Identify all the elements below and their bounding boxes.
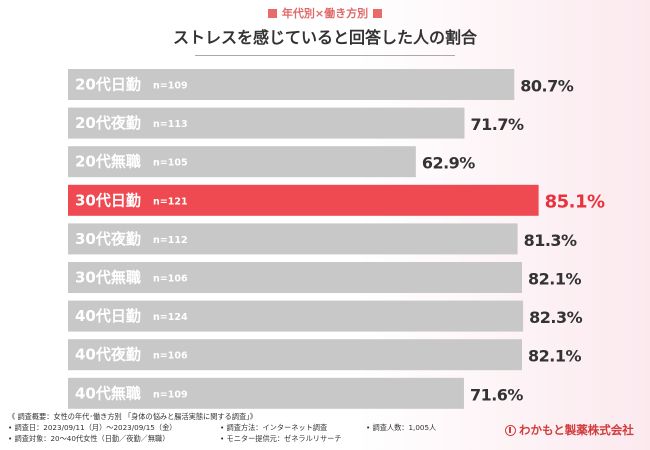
value-label: 71.6%	[470, 385, 523, 404]
square-bullet-icon	[267, 9, 277, 18]
bar	[68, 300, 524, 332]
sample-size-label: n=121	[153, 196, 188, 207]
bar-chart: 20代日勤 n=109 80.7% 20代夜勤 n=113 71.7% 20代無職 n=105…	[68, 69, 606, 409]
company-logo: わかもと製薬株式会社	[505, 422, 634, 438]
survey-date: • 調査日：2023/09/11（月）～2023/09/15（金）	[8, 423, 177, 432]
sample-size-label: n=113	[153, 119, 188, 130]
bar	[68, 223, 518, 255]
monitor-provider: • モニター提供元：ゼネラルリサーチ	[220, 434, 342, 443]
bar	[68, 184, 539, 216]
value-label: 82.1%	[528, 347, 581, 366]
category-label: 20代夜勤	[75, 114, 141, 132]
category-label: 30代無職	[75, 269, 141, 287]
value-label: 80.7%	[520, 77, 573, 96]
sample-size-label: n=106	[153, 351, 188, 362]
survey-outline: 《 調査概要：女性の年代･働き方別 「身体の悩みと腸活実態に関する調査」》	[8, 412, 257, 421]
bar	[68, 377, 464, 409]
value-label: 82.1%	[528, 270, 581, 289]
category-label: 30代夜勤	[75, 230, 141, 248]
survey-count: • 調査人数：1,005人	[366, 423, 437, 432]
wakamoto-logo-icon	[505, 425, 516, 436]
sample-size-label: n=124	[153, 312, 188, 323]
bar	[68, 69, 515, 100]
survey-target: • 調査対象：20～40代女性（日勤／夜勤／無職）	[8, 434, 170, 443]
survey-method: • 調査方法：インターネット調査	[220, 423, 328, 432]
value-label: 81.3%	[524, 231, 577, 250]
chart-title: ストレスを感じていると回答した人の割合	[172, 28, 477, 47]
square-bullet-icon	[373, 9, 383, 18]
bar	[68, 146, 416, 178]
category-label: 40代夜勤	[75, 346, 141, 364]
title-underline	[195, 55, 455, 56]
bar	[68, 107, 465, 139]
value-label: 71.7%	[471, 115, 524, 134]
sample-size-label: n=112	[153, 235, 188, 246]
category-label: 40代日勤	[75, 307, 141, 325]
sample-size-label: n=106	[153, 274, 188, 285]
sample-size-label: n=105	[153, 158, 188, 169]
value-label: 85.1%	[545, 191, 605, 212]
sample-size-label: n=109	[153, 81, 188, 92]
category-label: 20代無職	[75, 153, 141, 171]
sample-size-label: n=109	[153, 389, 188, 400]
value-label: 62.9%	[422, 154, 475, 173]
category-label: 30代日勤	[75, 191, 141, 209]
bar	[68, 339, 523, 371]
category-label: 40代無職	[75, 384, 141, 402]
bar	[68, 262, 523, 293]
value-label: 82.3%	[529, 308, 582, 327]
chart-subtitle: 年代別×働き方別	[0, 6, 650, 22]
chart-header: 年代別×働き方別 ストレスを感じていると回答した人の割合	[0, 6, 650, 56]
category-label: 20代日勤	[75, 76, 141, 94]
